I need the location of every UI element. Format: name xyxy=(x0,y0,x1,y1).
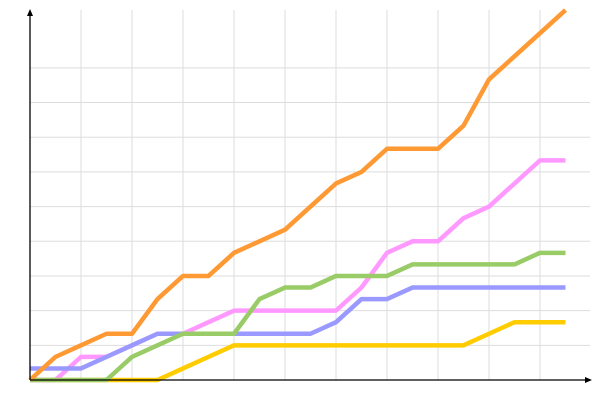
series-line-1 xyxy=(30,319,566,383)
series-group xyxy=(28,8,568,383)
axes xyxy=(27,9,592,383)
series-line-4 xyxy=(30,250,566,383)
y-axis-arrow-icon xyxy=(27,9,33,16)
series-line-3 xyxy=(30,285,566,371)
grid xyxy=(30,10,590,380)
series-line-5 xyxy=(28,8,568,382)
x-axis-arrow-icon xyxy=(585,377,592,383)
